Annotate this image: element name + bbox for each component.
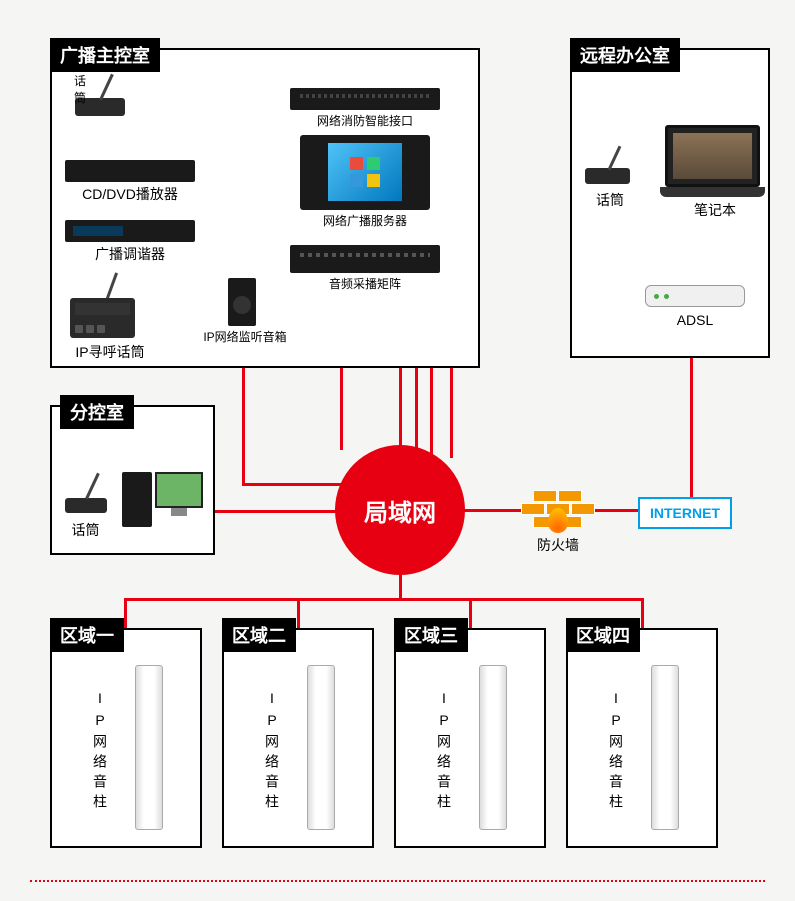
ip-paging-mic	[70, 280, 135, 338]
sub-mic-label: 话筒	[68, 520, 103, 540]
remote-mic	[585, 150, 630, 184]
zone4-box	[566, 628, 718, 848]
main-control-title: 广播主控室	[50, 38, 160, 72]
footer-divider	[30, 880, 765, 882]
zone3-box	[394, 628, 546, 848]
pc-monitor	[155, 472, 203, 516]
internet-box: INTERNET	[638, 497, 732, 529]
ip-network-speaker	[228, 278, 256, 326]
laptop-label: 笔记本	[690, 200, 740, 220]
zone2-speaker	[307, 665, 335, 830]
line-z2	[297, 598, 300, 630]
line-hub-down	[399, 573, 402, 600]
zone3-speaker	[479, 665, 507, 830]
adsl-label: ADSL	[670, 312, 720, 328]
lan-hub: 局域网	[335, 445, 465, 575]
zone2-box	[222, 628, 374, 848]
zone2-speaker-label: IP网络音柱	[262, 690, 282, 814]
ip-speaker-label: IP网络监听音箱	[195, 328, 295, 345]
zone4-speaker-label: IP网络音柱	[606, 690, 626, 814]
sub-control-title: 分控室	[60, 395, 134, 429]
zone1-speaker	[135, 665, 163, 830]
tuner-label: 广播调谐器	[75, 244, 185, 264]
fire-label: 网络消防智能接口	[295, 112, 435, 129]
audio-matrix	[290, 245, 440, 273]
zone1-box	[50, 628, 202, 848]
zone1-title: 区域一	[50, 618, 124, 652]
firewall-label: 防火墙	[533, 535, 583, 555]
line-z1	[124, 598, 127, 630]
remote-office-title: 远程办公室	[570, 38, 680, 72]
zone2-title: 区域二	[222, 618, 296, 652]
server-label: 网络广播服务器	[305, 212, 425, 229]
remote-mic-label: 话筒	[590, 190, 630, 210]
zone1-speaker-label: IP网络音柱	[90, 690, 110, 814]
adsl-modem	[645, 285, 745, 307]
pc-tower	[122, 472, 152, 527]
hub-label: 局域网	[364, 493, 436, 528]
cddvd-label: CD/DVD播放器	[65, 184, 195, 204]
zone4-speaker	[651, 665, 679, 830]
mic1-label: 话筒	[70, 72, 90, 106]
line-zones-h	[124, 598, 644, 601]
zone3-title: 区域三	[394, 618, 468, 652]
zone4-title: 区域四	[566, 618, 640, 652]
laptop	[665, 125, 765, 197]
zone3-speaker-label: IP网络音柱	[434, 690, 454, 814]
fire-interface	[290, 88, 440, 110]
diagram-canvas: 广播主控室 话筒 CD/DVD播放器 广播调谐器 IP寻呼话筒 IP网络监听音箱…	[0, 0, 795, 901]
ip-mic-label: IP寻呼话筒	[60, 342, 160, 362]
matrix-label: 音频采播矩阵	[300, 275, 430, 292]
line-hub-main	[399, 367, 402, 447]
line-ipspeaker-h	[242, 483, 342, 486]
line-z3	[469, 598, 472, 630]
broadcast-server	[300, 135, 430, 210]
line-inet-remote	[690, 357, 693, 500]
sub-mic	[65, 480, 107, 513]
cddvd-player	[65, 160, 195, 182]
firewall-icon	[533, 490, 583, 530]
line-sub-hub	[214, 510, 339, 513]
line-z4	[641, 598, 644, 630]
tuner	[65, 220, 195, 242]
